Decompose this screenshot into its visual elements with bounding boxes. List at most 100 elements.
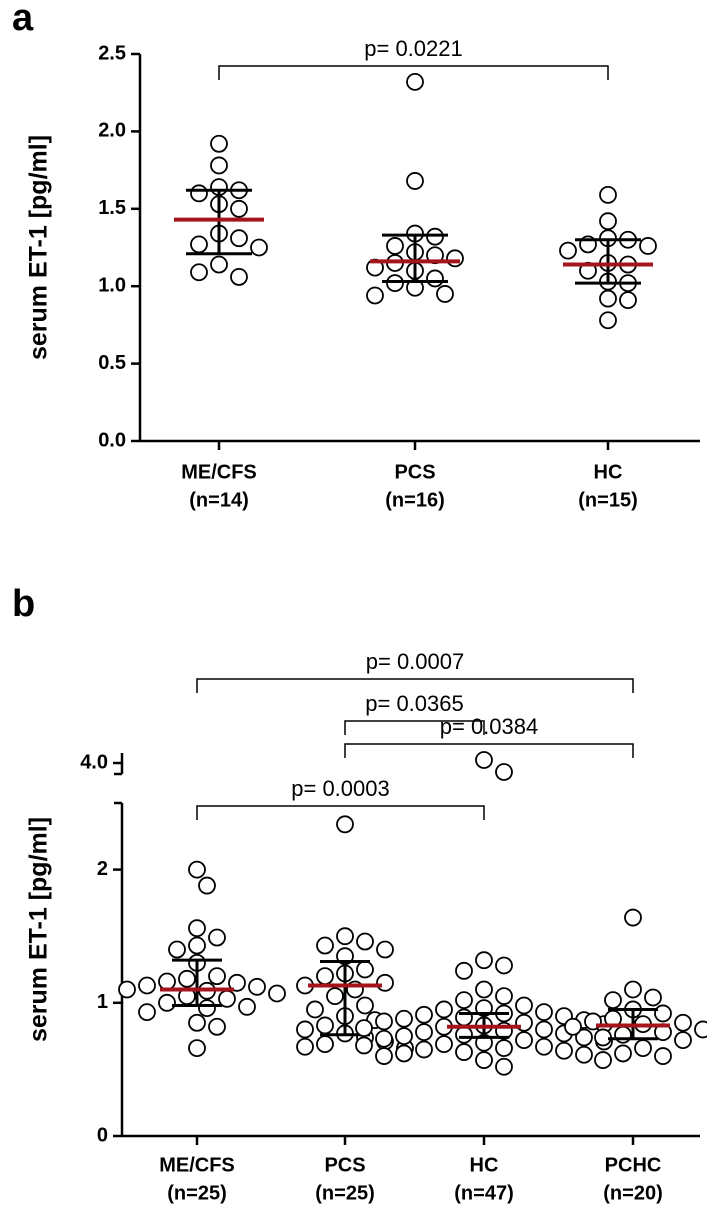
data-point [426, 269, 444, 288]
data-point [296, 1037, 314, 1056]
x-tick-count: (n=15) [578, 489, 637, 511]
data-point [674, 1013, 692, 1032]
data-point [564, 1017, 582, 1036]
y-tick-label: 0.0 [98, 429, 126, 451]
data-point [395, 1027, 413, 1045]
data-point [188, 1039, 206, 1057]
data-point [230, 199, 248, 218]
data-point [644, 988, 662, 1007]
data-point [599, 185, 617, 204]
data-point [415, 1005, 433, 1024]
data-point [406, 72, 424, 91]
significance-bracket [196, 678, 634, 693]
data-point [455, 1008, 473, 1027]
data-point [188, 919, 206, 938]
data-point [415, 1040, 433, 1059]
significance-bracket [344, 743, 634, 758]
data-point [356, 996, 374, 1015]
data-point [190, 235, 208, 254]
data-point [559, 241, 577, 260]
x-tick-count: (n=14) [189, 489, 248, 511]
data-point [306, 1000, 324, 1019]
data-point [555, 1041, 573, 1060]
data-point [395, 1009, 413, 1028]
significance-bracket [196, 805, 485, 820]
data-point [168, 940, 186, 959]
x-tick-count: (n=16) [385, 489, 444, 511]
data-point [188, 860, 206, 879]
data-point [495, 763, 513, 781]
data-point [208, 1017, 226, 1036]
data-point [210, 134, 228, 153]
data-point [208, 967, 226, 986]
x-tick-label: ME/CFS [181, 461, 257, 483]
data-point [475, 1051, 493, 1069]
data-point [178, 969, 196, 988]
p-value: p= 0.0221 [364, 36, 462, 61]
data-point [535, 1003, 553, 1022]
data-point [415, 1023, 433, 1042]
data-point [495, 1057, 513, 1076]
data-point [654, 1047, 672, 1065]
data-point [435, 1035, 453, 1053]
data-point [198, 999, 216, 1018]
data-point [238, 997, 256, 1016]
data-point [326, 987, 344, 1006]
p-value: p= 0.0384 [440, 714, 538, 739]
data-point [455, 1025, 473, 1044]
data-point [188, 936, 206, 955]
data-point [355, 1019, 373, 1038]
data-point [228, 973, 246, 992]
data-point [268, 984, 286, 1003]
data-point [375, 1012, 393, 1031]
y-tick-label: 1 [97, 991, 108, 1013]
x-tick-label: PCS [394, 461, 435, 483]
y-tick-label: 4.0 [80, 751, 108, 773]
panel-label: b [12, 583, 35, 625]
data-point [316, 936, 334, 955]
data-point [296, 1020, 314, 1039]
x-tick-label: HC [470, 1154, 499, 1176]
y-tick-label: 0.5 [98, 352, 126, 374]
data-point [535, 1020, 553, 1039]
data-point [316, 1035, 334, 1053]
data-point [634, 1039, 652, 1057]
data-point [599, 311, 617, 330]
data-point [624, 980, 642, 999]
data-point [316, 1016, 334, 1035]
data-point [138, 1003, 156, 1022]
data-point [376, 940, 394, 959]
x-tick-label: HC [594, 461, 623, 483]
panel-label: a [12, 0, 34, 39]
data-point [614, 1044, 632, 1063]
data-point [599, 212, 617, 231]
x-tick-count: (n=47) [454, 1182, 513, 1204]
data-point [495, 1039, 513, 1057]
data-point [495, 956, 513, 975]
y-tick-label: 2.5 [98, 42, 126, 64]
data-point [495, 987, 513, 1006]
y-axis-label: serum ET-1 [pg/ml] [25, 135, 53, 360]
data-point [386, 274, 404, 293]
data-point [248, 977, 266, 996]
data-point [599, 289, 617, 308]
data-point [158, 993, 176, 1012]
data-point [426, 227, 444, 246]
data-point [230, 268, 248, 286]
x-tick-label: PCHC [605, 1154, 662, 1176]
data-point [475, 951, 493, 970]
y-tick-label: 2 [97, 858, 108, 880]
data-point [624, 908, 642, 927]
data-point [375, 1029, 393, 1048]
x-tick-count: (n=25) [167, 1182, 226, 1204]
data-point [356, 960, 374, 979]
data-point [230, 229, 248, 248]
data-point [210, 255, 228, 274]
data-point [614, 1025, 632, 1044]
data-point [406, 172, 424, 190]
data-point [190, 263, 208, 282]
data-point [619, 291, 637, 310]
x-tick-count: (n=25) [315, 1182, 374, 1204]
data-point [515, 1031, 533, 1049]
